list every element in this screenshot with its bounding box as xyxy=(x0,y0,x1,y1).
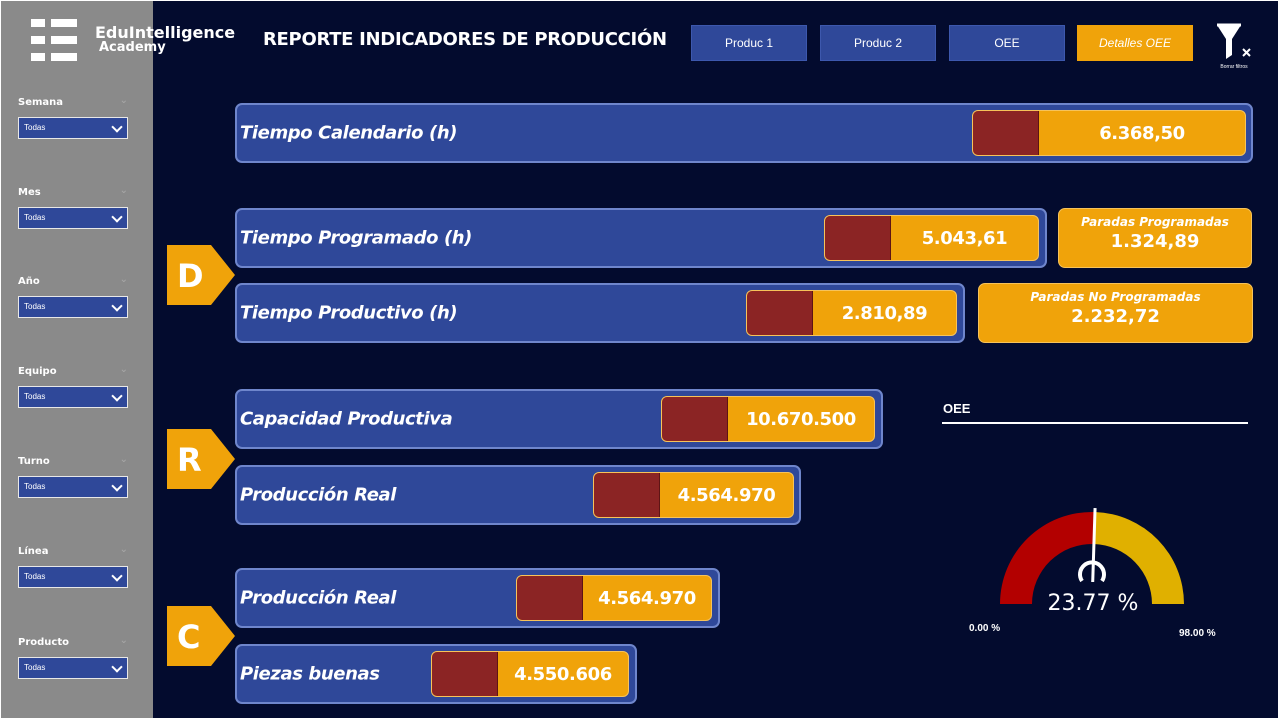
filter-sidebar: EduIntelligence Academy Semana ⌄ Todas M… xyxy=(1,1,235,718)
card-value: 1.324,89 xyxy=(1110,231,1200,252)
metric-value-box: 4.564.970 xyxy=(593,472,794,518)
producto-dropdown[interactable]: Todas xyxy=(18,657,128,679)
nav-oee-button[interactable]: OEE xyxy=(949,25,1065,61)
nav-produc-2-button[interactable]: Produc 2 xyxy=(820,25,936,61)
filter-turno: Turno ⌄ Todas xyxy=(18,454,128,498)
metric-label: Tiempo Calendario (h) xyxy=(240,122,458,144)
tiempo-productivo-bar: Tiempo Productivo (h) 2.810,89 xyxy=(235,283,965,343)
clear-filters-button[interactable]: Borrar filtros xyxy=(1209,23,1259,71)
gauge-arc-red xyxy=(1000,512,1095,604)
filter-label: Producto xyxy=(18,637,69,648)
oee-gauge xyxy=(1000,508,1184,604)
chevron-down-icon xyxy=(111,211,123,223)
brand-name: EduIntelligence Academy xyxy=(95,23,236,55)
filter-label: Línea xyxy=(18,546,49,557)
linea-dropdown[interactable]: Todas xyxy=(18,566,128,588)
nav-produc-1-button[interactable]: Produc 1 xyxy=(691,25,807,61)
collapse-chevron-icon[interactable]: ⌄ xyxy=(119,544,128,555)
chevron-down-icon xyxy=(111,661,123,673)
gauge-hub-icon xyxy=(1078,560,1106,583)
page-title: REPORTE INDICADORES DE PRODUCCIÓN xyxy=(263,29,667,50)
metric-label: Producción Real xyxy=(240,587,397,609)
gauge-needle xyxy=(1091,508,1097,583)
filter-mes: Mes ⌄ Todas xyxy=(18,185,128,229)
gauge-min-label: 0.00 % xyxy=(969,623,1001,634)
filter-label: Mes xyxy=(18,187,41,198)
tiempo-programado-bar: Tiempo Programado (h) 5.043,61 xyxy=(235,208,1047,268)
gauge-arc-yellow xyxy=(1093,512,1184,604)
chevron-down-icon xyxy=(111,480,123,492)
metric-value: 4.564.970 xyxy=(598,587,696,609)
piezas-buenas-bar: Piezas buenas 4.550.606 xyxy=(235,644,637,704)
metric-value: 4.550.606 xyxy=(514,663,612,685)
metric-label: Producción Real xyxy=(240,484,397,506)
equipo-dropdown[interactable]: Todas xyxy=(18,386,128,408)
filter-anio: Año ⌄ Todas xyxy=(18,274,128,318)
filter-linea: Línea ⌄ Todas xyxy=(18,544,128,588)
logo-icon xyxy=(29,19,81,63)
oee-title-underline xyxy=(942,422,1248,424)
metric-value-box: 4.564.970 xyxy=(516,575,712,621)
anio-dropdown[interactable]: Todas xyxy=(18,296,128,318)
gauge-max-label: 98.00 % xyxy=(1179,628,1216,639)
metric-value-box: 10.670.500 xyxy=(661,396,875,442)
section-marker-c: C xyxy=(167,606,235,666)
collapse-chevron-icon[interactable]: ⌄ xyxy=(119,185,128,196)
chevron-down-icon xyxy=(111,300,123,312)
metric-value-box: 2.810,89 xyxy=(746,290,957,336)
oee-title: OEE xyxy=(943,401,971,416)
filter-clear-icon xyxy=(1217,23,1251,59)
filter-equipo: Equipo ⌄ Todas xyxy=(18,364,128,408)
metric-value-box: 6.368,50 xyxy=(972,110,1246,156)
paradas-programadas-card: Paradas Programadas 1.324,89 xyxy=(1058,208,1252,268)
collapse-chevron-icon[interactable]: ⌄ xyxy=(119,364,128,375)
chevron-down-icon xyxy=(111,570,123,582)
oee-value: 23.77 % xyxy=(1047,591,1139,616)
card-title: Paradas No Programadas xyxy=(1030,290,1201,304)
section-marker-r: R xyxy=(167,429,235,489)
metric-label: Tiempo Programado (h) xyxy=(240,227,473,249)
metric-value: 10.670.500 xyxy=(746,408,856,430)
card-value: 2.232,72 xyxy=(1071,306,1160,327)
paradas-no-programadas-card: Paradas No Programadas 2.232,72 xyxy=(978,283,1253,343)
collapse-chevron-icon[interactable]: ⌄ xyxy=(119,274,128,285)
mes-dropdown[interactable]: Todas xyxy=(18,207,128,229)
capacidad-productiva-bar: Capacidad Productiva 10.670.500 xyxy=(235,389,883,449)
filter-label: Semana xyxy=(18,97,64,108)
collapse-chevron-icon[interactable]: ⌄ xyxy=(119,454,128,465)
metric-value: 2.810,89 xyxy=(841,302,928,324)
section-marker-d: D xyxy=(167,245,235,305)
metric-value-box: 5.043,61 xyxy=(824,215,1039,261)
card-title: Paradas Programadas xyxy=(1081,215,1229,229)
metric-label: Piezas buenas xyxy=(240,663,380,685)
chevron-down-icon xyxy=(111,121,123,133)
metric-value: 4.564.970 xyxy=(677,484,776,506)
filter-label: Año xyxy=(18,276,40,287)
metric-label: Tiempo Productivo (h) xyxy=(240,302,458,324)
chevron-down-icon xyxy=(111,390,123,402)
collapse-chevron-icon[interactable]: ⌄ xyxy=(119,95,128,106)
filter-producto: Producto ⌄ Todas xyxy=(18,635,128,679)
nav-detalles-oee-button[interactable]: Detalles OEE xyxy=(1077,25,1193,61)
filter-semana: Semana ⌄ Todas xyxy=(18,95,128,139)
produccion-real-bar-c: Producción Real 4.564.970 xyxy=(235,568,720,628)
metric-value: 5.043,61 xyxy=(921,227,1008,249)
semana-dropdown[interactable]: Todas xyxy=(18,117,128,139)
produccion-real-bar-r: Producción Real 4.564.970 xyxy=(235,465,801,525)
metric-value-box: 4.550.606 xyxy=(431,651,629,697)
turno-dropdown[interactable]: Todas xyxy=(18,476,128,498)
metric-value: 6.368,50 xyxy=(1099,122,1185,144)
filter-label: Equipo xyxy=(18,366,57,377)
tiempo-calendario-bar: Tiempo Calendario (h) 6.368,50 xyxy=(235,103,1253,163)
collapse-chevron-icon[interactable]: ⌄ xyxy=(119,635,128,646)
filter-label: Turno xyxy=(18,456,50,467)
metric-label: Capacidad Productiva xyxy=(240,408,453,430)
